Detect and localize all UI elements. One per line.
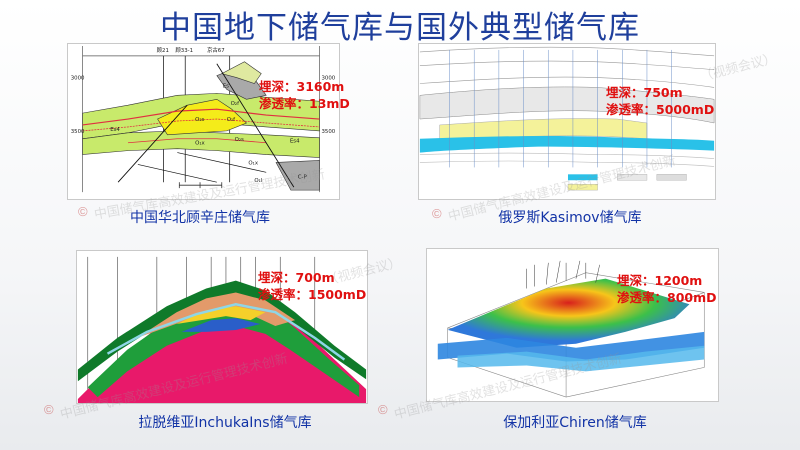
watermark-copyright-icon: ©	[78, 204, 88, 219]
svg-text:O₂s: O₂s	[195, 117, 204, 123]
svg-text:O₁x: O₁x	[248, 160, 258, 166]
chiren-3d-model	[427, 249, 718, 401]
gu-xin-zhuang-caption: 中国华北顾辛庄储气库	[130, 210, 270, 226]
inchukalns-permeability: 渗透率：1500mD	[258, 287, 367, 302]
kasimov-annotation: 埋深：750m 渗透率：5000mD	[606, 84, 714, 118]
inchukalns-annotation: 埋深：700m 渗透率：1500mD	[258, 269, 366, 303]
chiren-caption: 保加利亚Chiren储气库	[503, 415, 647, 431]
gu-xin-zhuang-depth: 埋深：3160m	[259, 79, 345, 94]
chiren-permeability: 渗透率：800mD	[617, 290, 717, 305]
kasimov-permeability: 渗透率：5000mD	[606, 102, 715, 117]
svg-text:O₂s: O₂s	[235, 137, 244, 143]
geologic-cross-section: 顾21 顾33-1 京古67 3000 3500 3000 3500 Es O₂…	[68, 44, 339, 199]
svg-text:顾21: 顾21	[157, 47, 169, 54]
svg-text:3500: 3500	[71, 129, 85, 135]
chiren-figure	[426, 248, 719, 402]
chiren-depth: 埋深：1200m	[617, 273, 703, 288]
svg-text:O₁l: O₁l	[254, 178, 262, 184]
svg-text:顾33-1: 顾33-1	[175, 47, 193, 54]
svg-text:O₂f: O₂f	[231, 101, 239, 107]
svg-text:3000: 3000	[321, 76, 335, 82]
inchukalns-caption: 拉脱维亚InchukaIns储气库	[138, 415, 312, 431]
inchukalns-cross-section	[77, 251, 367, 403]
svg-text:O₁f: O₁f	[227, 117, 235, 123]
watermark-copyright-icon: ©	[432, 206, 442, 221]
svg-text:Es4: Es4	[290, 139, 300, 145]
svg-text:3000: 3000	[71, 76, 85, 82]
svg-text:3500: 3500	[321, 129, 335, 135]
gu-xin-zhuang-permeability: 渗透率：13mD	[259, 96, 350, 111]
chiren-annotation: 埋深：1200m 渗透率：800mD	[617, 272, 717, 306]
kasimov-cross-section	[419, 44, 715, 199]
kasimov-caption: 俄罗斯Kasimov储气库	[498, 210, 642, 226]
gu-xin-zhuang-annotation: 埋深：3160m 渗透率：13mD	[259, 78, 350, 112]
kasimov-figure	[418, 43, 716, 200]
svg-text:Es4: Es4	[110, 127, 120, 133]
svg-text:C-P: C-P	[298, 174, 308, 180]
inchukalns-figure	[76, 250, 368, 404]
page-title: 中国地下储气库与国外典型储气库	[160, 10, 640, 46]
watermark-copyright-icon: ©	[378, 402, 388, 417]
svg-text:Es: Es	[223, 83, 229, 89]
watermark-copyright-icon: ©	[44, 402, 54, 417]
gu-xin-zhuang-figure: 顾21 顾33-1 京古67 3000 3500 3000 3500 Es O₂…	[67, 43, 340, 200]
svg-text:O₁x: O₁x	[195, 141, 205, 147]
inchukalns-depth: 埋深：700m	[258, 270, 335, 285]
svg-text:京古67: 京古67	[207, 46, 225, 54]
kasimov-depth: 埋深：750m	[606, 85, 683, 100]
